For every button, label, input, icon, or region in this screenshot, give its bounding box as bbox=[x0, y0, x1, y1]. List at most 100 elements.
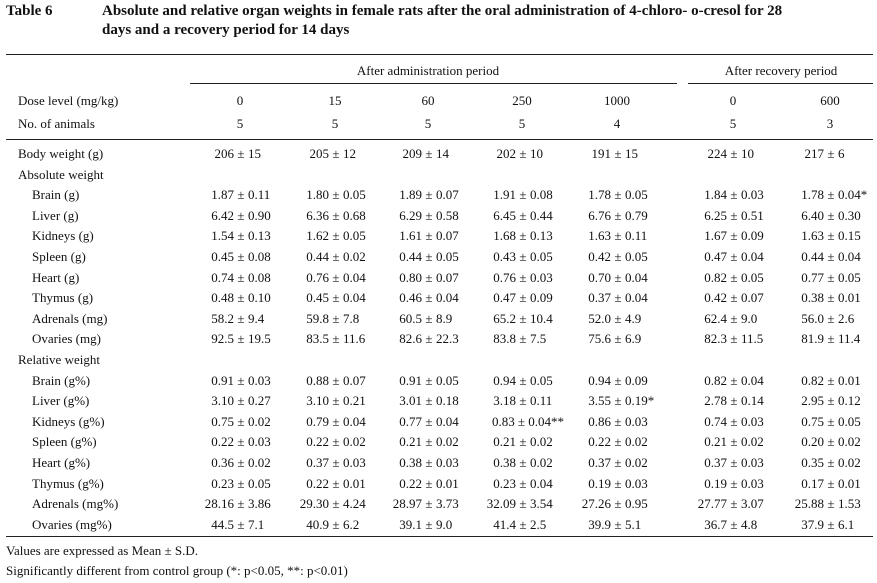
row-label: Kidneys (g) bbox=[32, 228, 94, 243]
table-cell: 0.44 ±0.05 bbox=[399, 249, 459, 264]
table-cell: 0.47 ±0.04 bbox=[704, 249, 764, 264]
table-cell: 0.76 ±0.04 bbox=[306, 270, 366, 285]
table-cell: 6.76 ±0.79 bbox=[588, 208, 648, 223]
section-label: Relative weight bbox=[18, 352, 100, 367]
table-cell: 1.67 ±0.09 bbox=[704, 228, 764, 243]
table-cell: 82.3 ±11.5 bbox=[704, 331, 764, 346]
table-cell: 0.38 ±0.01 bbox=[801, 290, 861, 305]
table-cell: 0.94 ±0.09 bbox=[588, 373, 648, 388]
table-cell: 0.37 ±0.03 bbox=[704, 455, 764, 470]
header-rule bbox=[6, 139, 873, 140]
table-cell: 32.09 ±3.54 bbox=[486, 496, 553, 511]
row-label: Adrenals (mg%) bbox=[32, 496, 119, 511]
table-cell: 2.95 ±0.12 bbox=[801, 393, 861, 408]
section-label: Absolute weight bbox=[18, 167, 104, 182]
dose-cell-recovery-600: 600 bbox=[820, 93, 840, 108]
row-label: Ovaries (mg%) bbox=[32, 517, 112, 532]
table-cell: 3.18 ±0.11 bbox=[493, 393, 553, 408]
table-cell: 1.80 ±0.05 bbox=[306, 187, 366, 202]
table-cell: 0.82 ±0.01 bbox=[801, 373, 861, 388]
table-cell: 0.83 ±0.04** bbox=[491, 414, 564, 429]
table-cell: 60.5 ±8.9 bbox=[399, 311, 453, 326]
table-cell: 0.38 ±0.02 bbox=[493, 455, 553, 470]
table-cell: 3.10 ±0.27 bbox=[211, 393, 271, 408]
row-label: Spleen (g) bbox=[32, 249, 86, 264]
table-cell: 41.4 ±2.5 bbox=[493, 517, 547, 532]
table-cell: 0.37 ±0.03 bbox=[306, 455, 366, 470]
table-cell: 6.25 ±0.51 bbox=[704, 208, 764, 223]
table-cell: 0.46 ±0.04 bbox=[399, 290, 459, 305]
table-cell: 0.20 ±0.02 bbox=[801, 434, 861, 449]
animals-cell-dose-250: 5 bbox=[518, 116, 526, 131]
table-cell: 0.19 ±0.03 bbox=[704, 476, 764, 491]
table-cell: 3.01 ±0.18 bbox=[399, 393, 459, 408]
table-cell: 0.35 ±0.02 bbox=[801, 455, 861, 470]
table-cell: 0.21 ±0.02 bbox=[704, 434, 764, 449]
dose-cell-dose-250: 250 bbox=[512, 93, 532, 108]
table-cell: 58.2 ±9.4 bbox=[211, 311, 265, 326]
table-cell: 27.26 ±0.95 bbox=[581, 496, 648, 511]
table-cell: 0.91 ±0.03 bbox=[211, 373, 271, 388]
table-cell: 6.40 ±0.30 bbox=[801, 208, 861, 223]
group-underline-administration bbox=[190, 83, 677, 84]
table-cell: 0.44 ±0.04 bbox=[801, 249, 861, 264]
row-label: Liver (g) bbox=[32, 208, 79, 223]
row-label: Liver (g%) bbox=[32, 393, 90, 408]
table-cell: 0.22 ±0.02 bbox=[588, 434, 648, 449]
table-number: Table 6 bbox=[6, 3, 53, 19]
table-cell: 0.75 ±0.02 bbox=[211, 414, 271, 429]
table-cell: 2.78 ±0.14 bbox=[704, 393, 764, 408]
table-cell: 0.37 ±0.02 bbox=[588, 455, 648, 470]
table-cell: 0.80 ±0.07 bbox=[399, 270, 459, 285]
table-cell: 0.76 ±0.03 bbox=[493, 270, 553, 285]
table-cell: 0.19 ±0.03 bbox=[588, 476, 648, 491]
row-label: Kidneys (g%) bbox=[32, 414, 105, 429]
table-cell: 1.68 ±0.13 bbox=[493, 228, 553, 243]
table-cell: 3.55 ±0.19* bbox=[588, 393, 655, 408]
table-cell: 209 ±14 bbox=[402, 146, 450, 161]
table-cell: 40.9 ±6.2 bbox=[306, 517, 360, 532]
table-cell: 0.77 ±0.05 bbox=[801, 270, 861, 285]
table-cell: 82.6 ±22.3 bbox=[399, 331, 459, 346]
table-title: Table 6 Absolute and relative organ weigh… bbox=[6, 2, 866, 40]
table-cell: 6.29 ±0.58 bbox=[399, 208, 459, 223]
table-cell: 0.23 ±0.05 bbox=[211, 476, 271, 491]
animals-cell-recovery-600: 3 bbox=[826, 116, 834, 131]
table-cell: 1.78 ±0.04* bbox=[801, 187, 868, 202]
row-label: Brain (g%) bbox=[32, 373, 91, 388]
table-cell: 0.42 ±0.05 bbox=[588, 249, 648, 264]
row-label: Body weight (g) bbox=[18, 146, 104, 161]
table-cell: 0.36 ±0.02 bbox=[211, 455, 271, 470]
animals-cell-dose-15: 5 bbox=[331, 116, 339, 131]
table-cell: 0.22 ±0.01 bbox=[306, 476, 366, 491]
table-cell: 83.8 ±7.5 bbox=[493, 331, 547, 346]
table-cell: 36.7 ±4.8 bbox=[704, 517, 758, 532]
table-cell: 75.6 ±6.9 bbox=[588, 331, 642, 346]
table-cell: 0.17 ±0.01 bbox=[801, 476, 861, 491]
row-label: Adrenals (mg) bbox=[32, 311, 108, 326]
table-cell: 1.84 ±0.03 bbox=[704, 187, 764, 202]
top-rule bbox=[6, 54, 873, 55]
table-cell: 27.77 ±3.07 bbox=[697, 496, 764, 511]
row-label: Brain (g) bbox=[32, 187, 80, 202]
table-cell: 83.5 ±11.6 bbox=[306, 331, 366, 346]
row-label: Thymus (g) bbox=[32, 290, 94, 305]
table-cell: 0.79 ±0.04 bbox=[306, 414, 366, 429]
table-cell: 62.4 ±9.0 bbox=[704, 311, 758, 326]
table-cell: 0.74 ±0.08 bbox=[211, 270, 271, 285]
table-cell: 39.1 ±9.0 bbox=[399, 517, 453, 532]
row-label: Heart (g%) bbox=[32, 455, 91, 470]
table-cell: 0.43 ±0.05 bbox=[493, 249, 553, 264]
table-cell: 65.2 ±10.4 bbox=[493, 311, 553, 326]
table-cell: 1.62 ±0.05 bbox=[306, 228, 366, 243]
table-cell: 3.10 ±0.21 bbox=[306, 393, 366, 408]
table-cell: 0.75 ±0.05 bbox=[801, 414, 861, 429]
table-cell: 0.47 ±0.09 bbox=[493, 290, 553, 305]
table-cell: 1.63 ±0.11 bbox=[588, 228, 648, 243]
dose-cell-dose-0: 0 bbox=[236, 93, 244, 108]
table-cell: 44.5 ±7.1 bbox=[211, 517, 265, 532]
table-cell: 0.21 ±0.02 bbox=[493, 434, 553, 449]
table-cell: 1.78 ±0.05 bbox=[588, 187, 648, 202]
table-cell: 0.23 ±0.04 bbox=[493, 476, 553, 491]
table-cell: 25.88 ±1.53 bbox=[794, 496, 861, 511]
